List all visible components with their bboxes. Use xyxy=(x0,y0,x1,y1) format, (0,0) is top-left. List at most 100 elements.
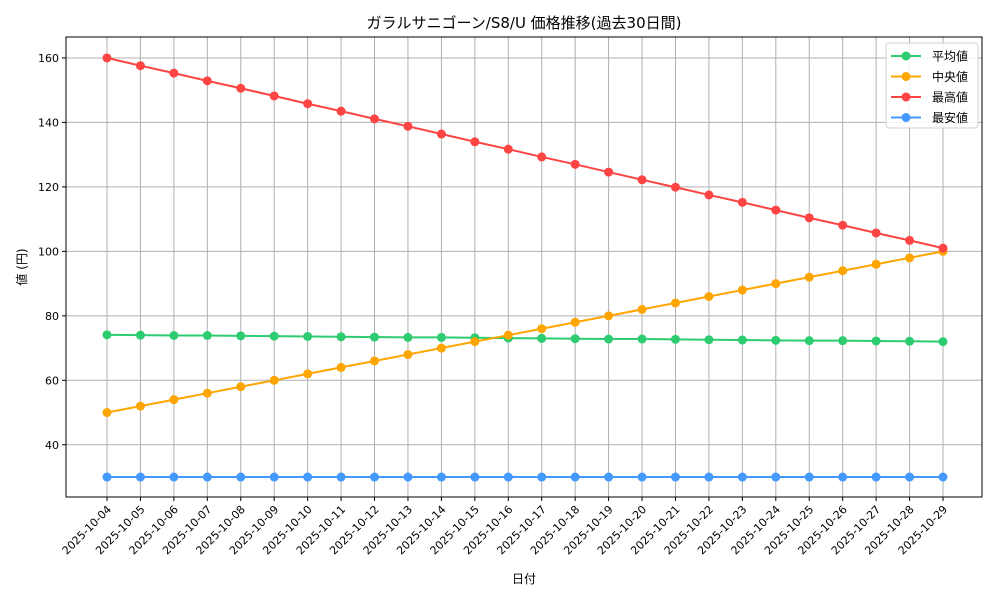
data-point xyxy=(604,311,614,321)
data-point xyxy=(269,331,279,341)
data-point xyxy=(771,335,781,345)
data-point xyxy=(403,472,413,482)
data-point xyxy=(871,228,881,238)
data-point xyxy=(436,332,446,342)
data-point xyxy=(370,114,380,124)
data-point xyxy=(838,266,848,276)
data-point xyxy=(336,106,346,116)
data-point xyxy=(938,243,948,253)
data-point xyxy=(436,343,446,353)
data-point xyxy=(503,330,513,340)
data-point xyxy=(503,472,513,482)
series-lines xyxy=(102,53,948,482)
data-point xyxy=(938,472,948,482)
data-point xyxy=(102,472,112,482)
data-point xyxy=(670,182,680,192)
data-point xyxy=(470,472,480,482)
data-point xyxy=(169,68,179,78)
x-axis-ticks: 2025-10-042025-10-052025-10-062025-10-07… xyxy=(60,497,950,557)
data-point xyxy=(202,388,212,398)
data-point xyxy=(135,401,145,411)
series-3 xyxy=(102,472,948,482)
data-point xyxy=(169,472,179,482)
data-point xyxy=(905,235,915,245)
y-axis-label: 値 (円) xyxy=(14,248,29,285)
data-point xyxy=(604,167,614,177)
data-point xyxy=(905,336,915,346)
data-point xyxy=(771,205,781,215)
data-point xyxy=(135,472,145,482)
data-point xyxy=(804,213,814,223)
data-point xyxy=(938,337,948,347)
legend-label: 中央値 xyxy=(932,69,968,84)
data-point xyxy=(269,375,279,385)
data-point xyxy=(236,83,246,93)
data-point xyxy=(303,472,313,482)
y-axis-ticks: 40 60 80 100 120 140 160 xyxy=(38,52,66,452)
data-point xyxy=(570,317,580,327)
data-point xyxy=(236,382,246,392)
data-point xyxy=(704,291,714,301)
legend-swatch-marker xyxy=(901,72,911,81)
series-0 xyxy=(102,330,948,347)
data-point xyxy=(436,129,446,139)
data-point xyxy=(470,337,480,347)
data-point xyxy=(537,152,547,162)
data-point xyxy=(269,472,279,482)
data-point xyxy=(838,220,848,230)
data-point xyxy=(570,159,580,169)
data-point xyxy=(704,190,714,200)
data-point xyxy=(135,330,145,340)
data-point xyxy=(670,298,680,308)
series-2 xyxy=(102,53,948,253)
data-point xyxy=(838,472,848,482)
data-point xyxy=(704,472,714,482)
data-point xyxy=(403,332,413,342)
data-point xyxy=(303,99,313,109)
data-point xyxy=(403,350,413,360)
data-point xyxy=(871,336,881,346)
data-point xyxy=(670,472,680,482)
chart-title: ガラルサニゴーン/S8/U 価格推移(過去30日間) xyxy=(367,14,682,32)
data-point xyxy=(303,369,313,379)
y-tick-label: 160 xyxy=(38,52,59,65)
data-point xyxy=(303,331,313,341)
y-tick-label: 100 xyxy=(38,245,59,258)
data-point xyxy=(737,335,747,345)
y-tick-label: 120 xyxy=(38,181,59,194)
grid xyxy=(66,37,982,497)
data-point xyxy=(804,336,814,346)
legend-swatch-marker xyxy=(901,92,911,102)
data-point xyxy=(771,279,781,289)
legend-box xyxy=(885,42,979,129)
legend-swatch-marker xyxy=(901,113,911,122)
data-point xyxy=(236,331,246,341)
data-point xyxy=(570,472,580,482)
data-point xyxy=(436,472,446,482)
series-line xyxy=(106,250,944,414)
data-point xyxy=(804,272,814,282)
data-point xyxy=(804,472,814,482)
legend-label: 平均値 xyxy=(932,49,968,64)
data-point xyxy=(637,334,647,344)
data-point xyxy=(905,472,915,482)
legend-label: 最高値 xyxy=(932,90,968,105)
data-point xyxy=(169,331,179,341)
data-point xyxy=(336,472,346,482)
data-point xyxy=(135,61,145,71)
data-point xyxy=(336,362,346,372)
data-point xyxy=(604,334,614,344)
data-point xyxy=(537,472,547,482)
data-point xyxy=(102,53,112,63)
data-point xyxy=(269,91,279,101)
data-point xyxy=(737,472,747,482)
series-line xyxy=(106,56,944,250)
data-point xyxy=(737,197,747,207)
data-point xyxy=(604,472,614,482)
series-line xyxy=(106,333,944,343)
data-point xyxy=(637,175,647,185)
data-point xyxy=(370,472,380,482)
data-point xyxy=(503,144,513,154)
data-point xyxy=(470,137,480,147)
